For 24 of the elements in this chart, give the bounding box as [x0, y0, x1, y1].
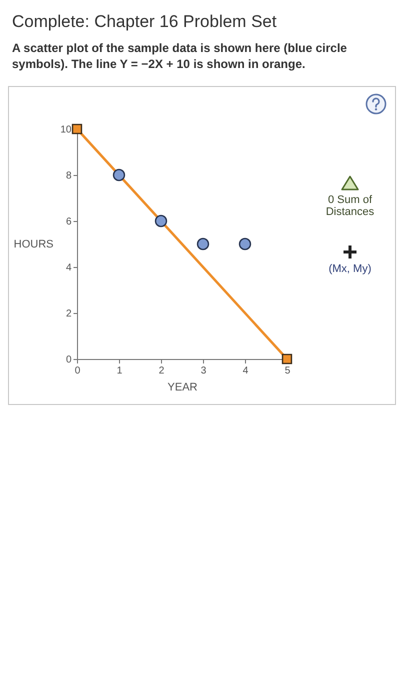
- point: [196, 238, 210, 250]
- text: 0 Sum of Distances: [324, 194, 376, 218]
- chart-subtitle: A scatter plot of the sample data is shown here (blue circle symbols). The line Y = −2X + 10 is shown in orange.: [12, 40, 348, 72]
- y-tick-label: 2: [66, 308, 72, 320]
- point: [238, 238, 252, 250]
- y-axis-title: HOURS: [14, 238, 54, 251]
- x-tick-label: 3: [200, 366, 207, 377]
- x-tick-label: 2: [158, 366, 165, 377]
- y-tick-label: 0: [66, 354, 72, 366]
- y-tick-label: 8: [66, 170, 72, 182]
- point: [282, 354, 292, 364]
- point: [112, 169, 126, 182]
- y-tick-label: 10: [60, 124, 72, 136]
- y-tick-label: 6: [66, 216, 72, 228]
- x-axis-title: YEAR: [168, 382, 198, 394]
- x-tick-label: 0: [74, 366, 81, 377]
- x-tick-label: 5: [284, 366, 291, 377]
- y-tick-label: 4: [66, 262, 72, 274]
- text: (Mx, My): [328, 263, 372, 276]
- point: [72, 124, 82, 134]
- x-tick-label: 1: [116, 366, 123, 377]
- point: [154, 215, 168, 228]
- x-tick-label: 4: [242, 366, 249, 377]
- chart-title: Complete: Chapter 16 Problem Set: [12, 12, 278, 32]
